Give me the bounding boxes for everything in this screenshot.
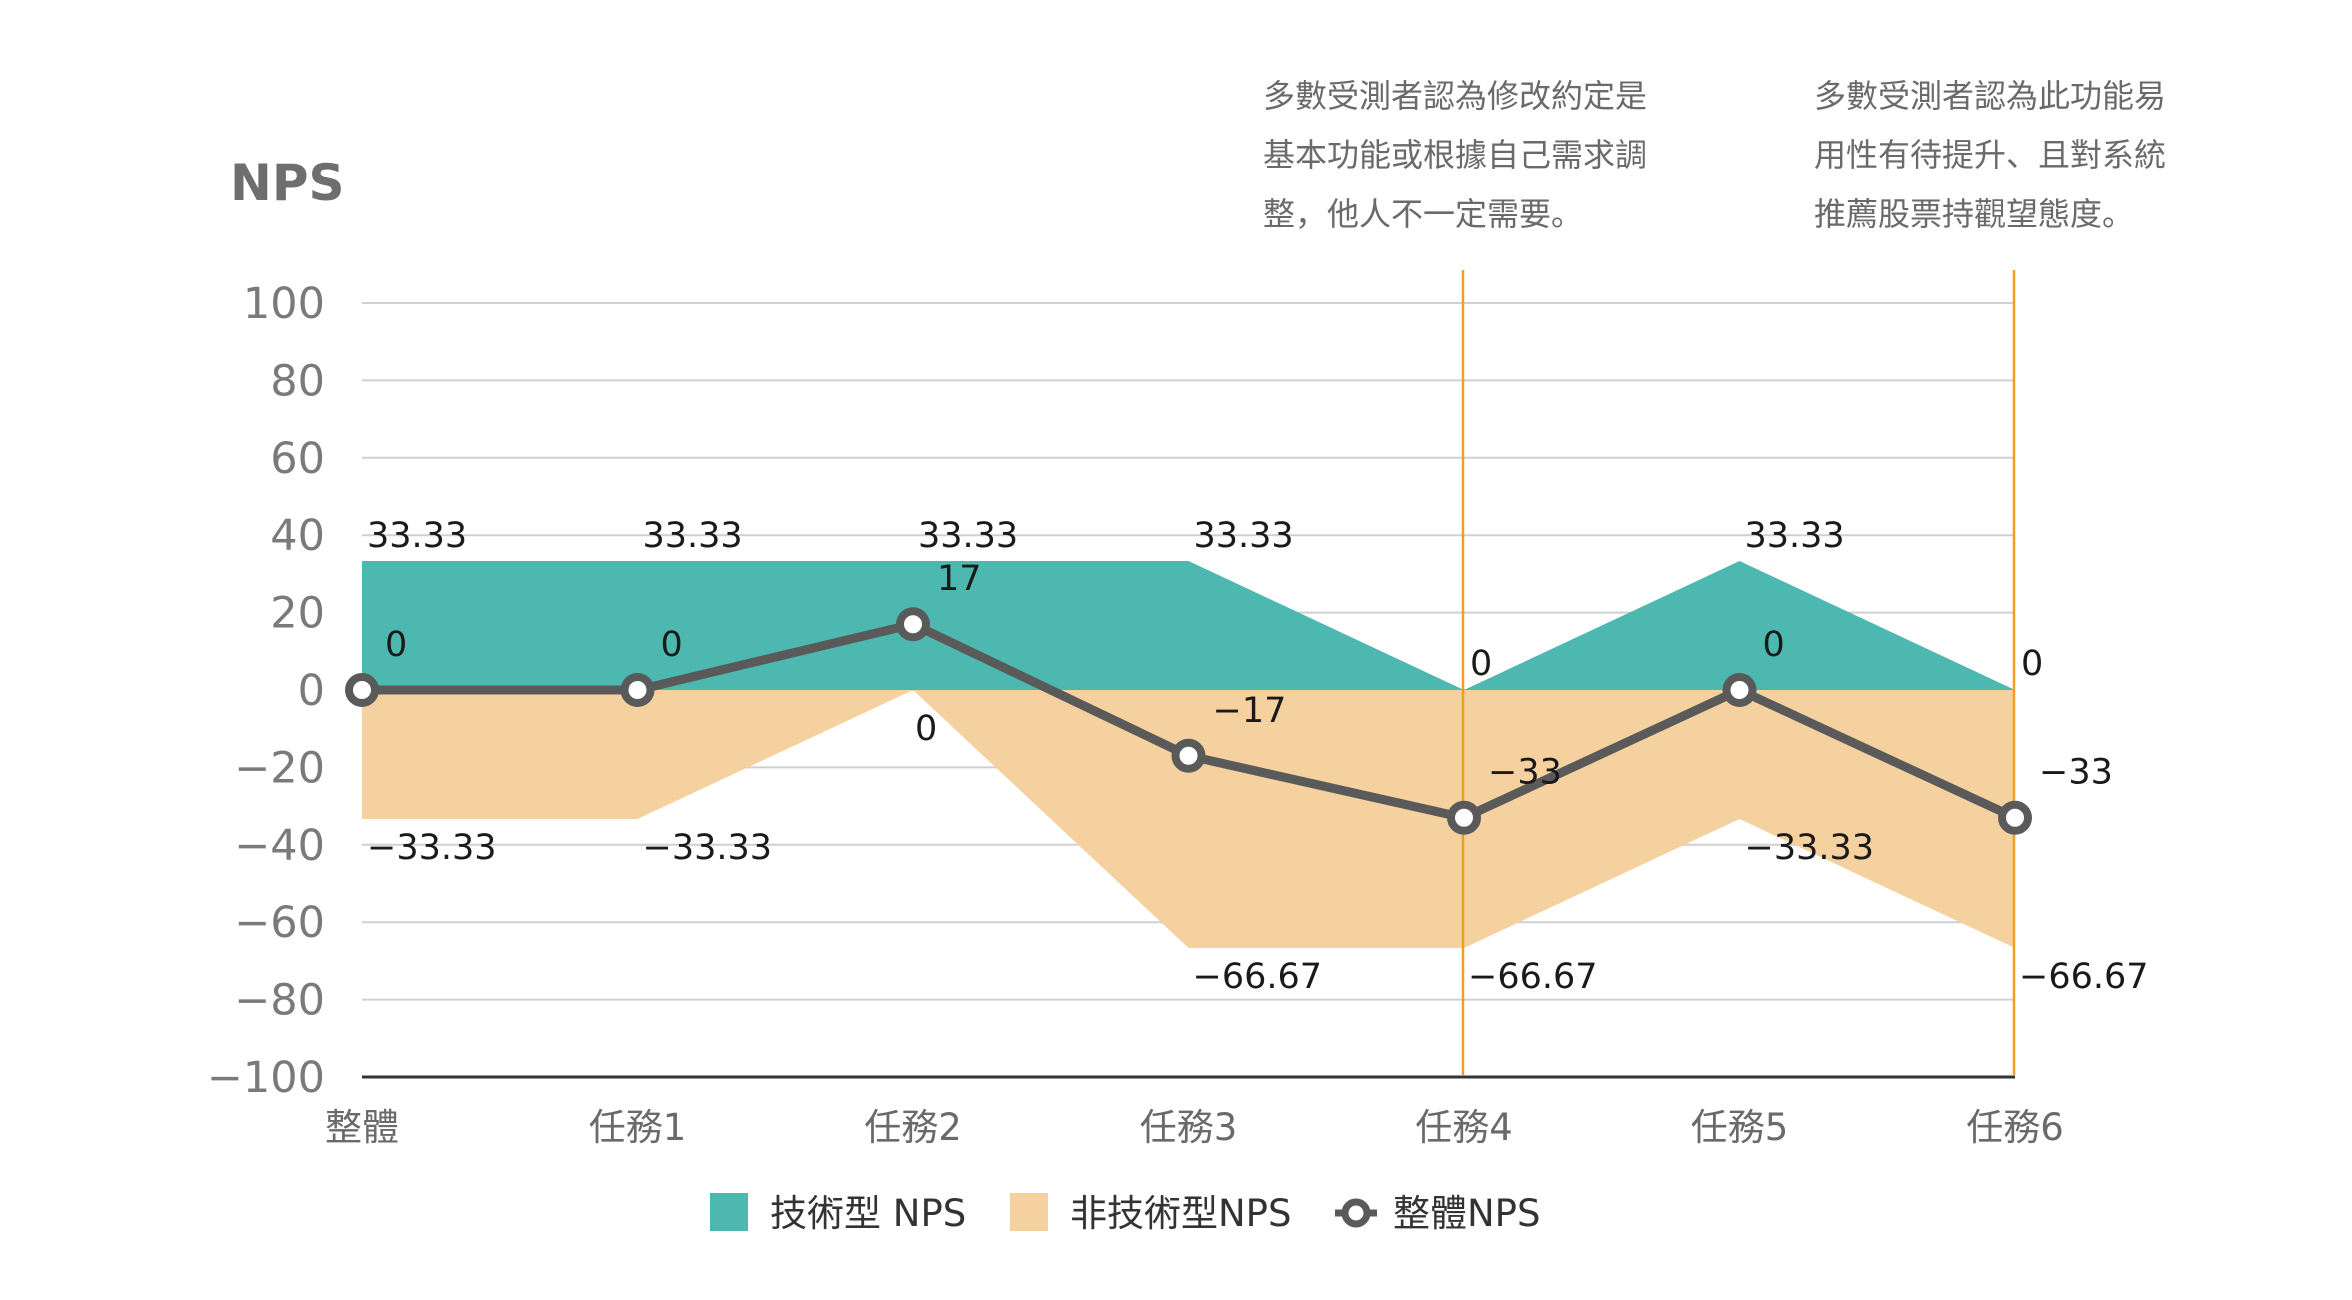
y-tick-label: 40	[270, 511, 325, 561]
annotation-note-line: 用性有待提升、且對系統	[1814, 136, 2166, 174]
overall-nps-point	[1998, 800, 2032, 835]
data-labels: 33.33 33.33 33.33 33.33 0 33.33 0 −33.33 −33.33 0…	[367, 516, 2149, 997]
legend-label: 整體NPS	[1393, 1192, 1540, 1235]
annotation-note-line: 多數受測者認為此功能易	[1814, 77, 2166, 115]
y-tick-label: 20	[270, 589, 325, 639]
legend-swatch	[710, 1193, 748, 1231]
x-axis: 整體 任務1 任務2 任務3 任務4 任務5 任務6	[325, 1106, 2064, 1149]
technical-nps-label: 0	[2021, 644, 2043, 684]
overall-nps-label: −33	[2039, 753, 2113, 793]
y-tick-label: 0	[298, 666, 325, 716]
legend-label: 技術型 NPS	[770, 1192, 966, 1235]
y-axis: 100 80 60 40 20 0 −20 −40 −60 −80 −100	[207, 279, 325, 1103]
non-technical-nps-label: −66.67	[2019, 957, 2149, 997]
non-technical-nps-label: −33.33	[1745, 828, 1875, 868]
overall-nps-label: 17	[937, 559, 982, 599]
overall-nps-label: 0	[661, 625, 683, 665]
y-tick-label: 100	[243, 279, 325, 329]
annotation-note-line: 推薦股票持觀望態度。	[1814, 195, 2134, 233]
non-technical-nps-label: −66.67	[1193, 957, 1323, 997]
y-tick-label: −20	[234, 743, 325, 793]
x-tick-label: 任務6	[1966, 1106, 2064, 1149]
technical-nps-label: 0	[1470, 644, 1492, 684]
annotation-note-line: 基本功能或根據自己需求調	[1263, 136, 1647, 174]
non-technical-nps-label: −66.67	[1468, 957, 1598, 997]
non-technical-nps-label: 0	[915, 709, 937, 749]
technical-nps-label: 33.33	[1194, 516, 1294, 556]
overall-nps-point	[1722, 673, 1757, 707]
annotation-note-line: 整，他人不一定需要。	[1263, 195, 1583, 233]
legend-label: 非技術型NPS	[1070, 1192, 1291, 1235]
x-tick-label: 整體	[325, 1106, 399, 1149]
y-tick-label: −80	[234, 976, 325, 1026]
legend: 技術型 NPS 非技術型NPS 整體NPS	[710, 1192, 1540, 1235]
y-tick-label: −40	[234, 821, 325, 871]
legend-swatch	[1010, 1193, 1048, 1231]
y-axis-title: NPS	[230, 154, 345, 212]
overall-nps-point	[620, 673, 655, 707]
overall-nps-label: 0	[1763, 625, 1785, 665]
legend-line-marker	[1335, 1198, 1377, 1228]
overall-nps-label: −17	[1213, 691, 1287, 731]
technical-nps-label: 33.33	[918, 516, 1018, 556]
overall-nps-point	[345, 673, 379, 707]
y-tick-label: 80	[270, 356, 325, 406]
overall-nps-point	[1171, 738, 1206, 773]
technical-nps-label: 33.33	[367, 516, 467, 556]
y-tick-label: −100	[207, 1053, 325, 1103]
annotation-note-line: 多數受測者認為修改約定是	[1263, 77, 1647, 115]
legend-marker-point	[1341, 1198, 1371, 1228]
non-technical-nps-label: −33.33	[643, 828, 773, 868]
y-tick-label: −60	[234, 898, 325, 948]
x-tick-label: 任務1	[589, 1106, 687, 1149]
non-technical-nps-area	[362, 690, 2015, 949]
x-tick-label: 任務3	[1140, 1106, 1238, 1149]
overall-nps-series	[345, 607, 2032, 835]
overall-nps-label: −33	[1488, 753, 1562, 793]
overall-nps-point	[896, 607, 930, 642]
non-technical-nps-label: −33.33	[367, 828, 497, 868]
x-tick-label: 任務5	[1691, 1106, 1789, 1149]
x-tick-label: 任務4	[1415, 1106, 1513, 1149]
x-tick-label: 任務2	[864, 1106, 962, 1149]
technical-nps-label: 33.33	[1745, 516, 1845, 556]
technical-nps-label: 33.33	[643, 516, 743, 556]
overall-nps-point	[1447, 800, 1481, 835]
overall-nps-label: 0	[385, 625, 407, 665]
y-tick-label: 60	[270, 434, 325, 484]
